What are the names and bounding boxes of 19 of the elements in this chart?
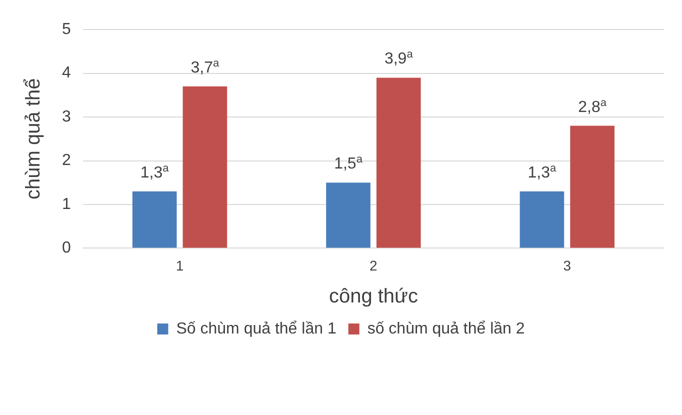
x-axis-title: công thức: [328, 286, 418, 308]
y-tick-label: 2: [62, 152, 71, 170]
bar: [182, 86, 228, 248]
bar: [326, 182, 370, 248]
y-tick-label: 1: [62, 196, 71, 213]
legend-label: Số chùm quả thể lần 1: [176, 320, 336, 338]
bar: [520, 191, 564, 248]
y-axis-title: chùm quả thể: [22, 78, 45, 200]
x-tick-label: 1: [176, 257, 184, 274]
y-tick-label: 4: [62, 64, 71, 82]
y-tick-label: 3: [62, 108, 71, 126]
y-tick-label: 5: [62, 21, 71, 38]
y-tick-label: 0: [62, 240, 71, 257]
bar: [376, 78, 421, 248]
x-tick-label: 2: [370, 257, 378, 274]
x-tick-label: 3: [563, 257, 572, 274]
bar: [132, 191, 177, 248]
legend-label: số chùm quả thể lần 2: [367, 320, 525, 338]
bar: [570, 126, 614, 248]
